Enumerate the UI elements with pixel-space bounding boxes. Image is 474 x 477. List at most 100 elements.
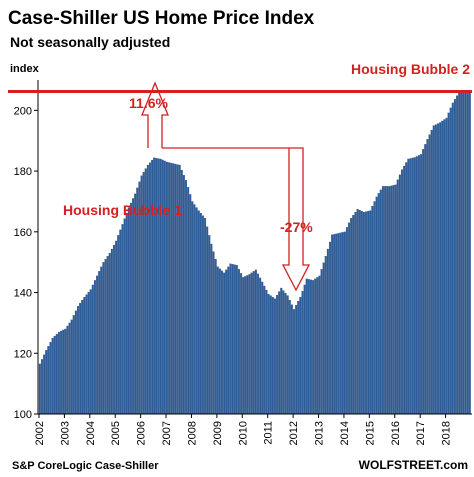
bar (417, 155, 420, 415)
bar (326, 248, 329, 415)
bar (127, 207, 130, 415)
bar (331, 234, 334, 415)
down-arrow-shape (162, 147, 311, 292)
x-tick-label: 2014 (339, 421, 351, 445)
bar (413, 157, 416, 415)
bar (229, 263, 232, 415)
bar (358, 209, 361, 415)
bar (85, 294, 88, 415)
bar (280, 287, 283, 415)
bar (437, 123, 439, 415)
bar (278, 291, 281, 415)
bar (246, 275, 249, 415)
bar (170, 162, 173, 415)
bar (339, 232, 342, 415)
bar (443, 119, 446, 415)
bar (221, 270, 223, 415)
bar (250, 272, 253, 415)
bar (218, 268, 221, 415)
x-tick-label: 2015 (364, 421, 376, 445)
bar (276, 294, 279, 415)
bar (445, 117, 448, 415)
bar (290, 304, 293, 415)
bar (303, 284, 306, 415)
bar (214, 259, 217, 415)
bar (441, 120, 444, 415)
bar (45, 350, 48, 415)
brand-label: WOLFSTREET.com (359, 458, 468, 472)
bar (271, 297, 274, 415)
bar (343, 231, 346, 415)
bar (117, 235, 120, 415)
y-tick-label: 120 (14, 348, 32, 360)
bar (367, 210, 370, 415)
bar (267, 293, 270, 415)
bar (62, 329, 65, 415)
bar (345, 227, 348, 415)
bar (335, 233, 338, 415)
bar (155, 158, 158, 415)
bar (257, 273, 259, 415)
bar (227, 266, 230, 415)
x-tick-label: 2011 (263, 421, 275, 445)
bar (322, 262, 325, 415)
bar (401, 169, 403, 415)
bar (53, 335, 56, 415)
bar (106, 256, 109, 415)
chart-subtitle: Not seasonally adjusted (10, 34, 170, 50)
bar (371, 205, 374, 415)
bar (398, 174, 401, 415)
bar (248, 274, 251, 415)
bar (51, 337, 54, 415)
bar (333, 234, 336, 415)
bar (157, 158, 160, 415)
bar (301, 290, 304, 415)
bar (102, 262, 105, 415)
bar (83, 297, 86, 415)
x-tick-label: 2007 (161, 421, 173, 445)
y-tick-label: 200 (14, 105, 32, 117)
bar (422, 149, 425, 415)
bar (390, 185, 393, 415)
bar (430, 130, 433, 415)
y-tick-label: 100 (14, 409, 32, 421)
bar (237, 269, 240, 415)
bar (159, 158, 162, 415)
chart-title: Case-Shiller US Home Price Index (8, 8, 315, 29)
bar (193, 204, 196, 415)
bar (168, 162, 171, 415)
bar (420, 154, 423, 415)
bar (424, 144, 427, 415)
bar (242, 277, 245, 415)
bar (121, 224, 124, 415)
x-tick-label: 2003 (59, 421, 71, 445)
bar (297, 301, 300, 415)
bar (362, 211, 365, 415)
source-note: S&P CoreLogic Case-Shiller (12, 460, 159, 472)
bar (456, 95, 459, 415)
bar (252, 271, 255, 415)
bar (282, 290, 285, 415)
bar (365, 211, 367, 415)
bar (464, 91, 467, 415)
bar (55, 333, 58, 415)
bar (79, 303, 82, 415)
bar (379, 189, 382, 415)
bar (197, 210, 200, 415)
bar (392, 185, 395, 415)
y-axis-label: index (10, 63, 40, 75)
bar (57, 331, 60, 415)
bar (312, 280, 315, 415)
bar (165, 161, 168, 415)
bar (208, 235, 211, 415)
bar (299, 297, 302, 415)
bar (206, 226, 209, 415)
bar (411, 157, 414, 415)
bar (354, 211, 357, 415)
y-tick-label: 140 (14, 288, 32, 300)
bar (244, 276, 247, 415)
x-tick-label: 2012 (288, 421, 300, 445)
bar (115, 240, 118, 415)
x-tick-label: 2006 (136, 421, 148, 445)
bar (261, 281, 264, 415)
